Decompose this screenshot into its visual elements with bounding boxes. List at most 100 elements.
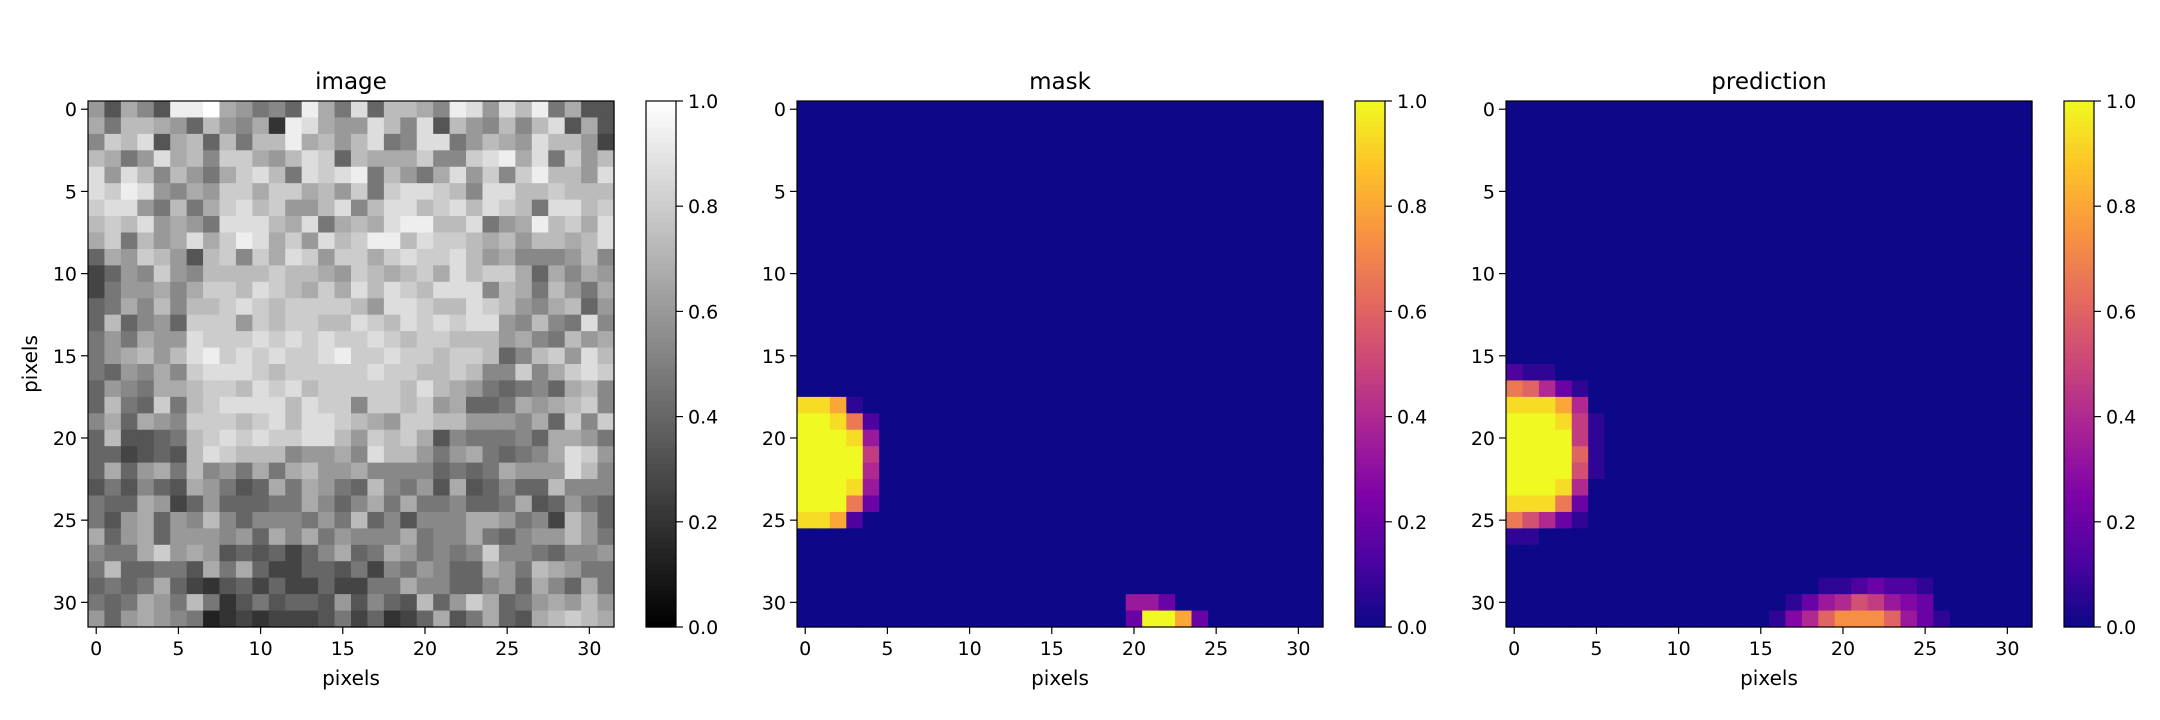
heatmap-cell (1801, 314, 1819, 332)
heatmap-cell (1982, 166, 2000, 184)
colorbar-gradient-segment (1355, 169, 1385, 176)
colorbar-gradient-segment (1355, 258, 1385, 265)
heatmap-cell (1982, 331, 2000, 349)
heatmap-cell (1916, 183, 1934, 201)
heatmap (1506, 101, 2033, 628)
heatmap-cell (1588, 561, 1606, 579)
heatmap-cell (1653, 166, 1671, 184)
heatmap-cell (252, 101, 270, 119)
x-tick-label: 0 (90, 638, 102, 660)
colorbar-gradient-segment (2064, 179, 2094, 186)
plot-frame (87, 100, 615, 628)
heatmap-cell (1158, 232, 1176, 250)
heatmap-cell (564, 594, 582, 612)
colorbar-gradient-segment (1355, 143, 1385, 149)
heatmap-cell (351, 183, 369, 201)
heatmap-cell (466, 446, 484, 464)
heatmap-cell (813, 281, 831, 299)
heatmap-cell (88, 396, 106, 414)
heatmap-cell (318, 248, 336, 266)
colorbar-gradient-segment (2064, 116, 2094, 123)
heatmap-cell (1027, 479, 1045, 497)
heatmap-cell (170, 183, 188, 201)
heatmap-cell (1175, 396, 1193, 414)
heatmap-cell (466, 314, 484, 332)
heatmap-cell (1571, 594, 1589, 612)
heatmap-cell (1191, 199, 1209, 217)
heatmap-cell (1224, 528, 1242, 546)
heatmap-cell (1571, 183, 1589, 201)
heatmap-cell (1571, 380, 1589, 398)
heatmap-cell (1834, 561, 1852, 579)
heatmap-cell (548, 429, 566, 447)
colorbar-gradient-segment (1355, 511, 1385, 518)
heatmap-cell (498, 380, 516, 398)
colorbar-gradient-segment (2064, 558, 2094, 565)
heatmap-cell (1571, 364, 1589, 382)
heatmap-cell (1686, 133, 1704, 151)
heatmap-cell (1752, 248, 1770, 266)
heatmap-cell (203, 594, 221, 612)
heatmap-cell (318, 232, 336, 250)
colorbar-gradient-segment (646, 521, 676, 528)
heatmap-cell (813, 232, 831, 250)
heatmap-cell (1522, 462, 1540, 480)
panel-title: mask (1029, 69, 1091, 95)
heatmap-cell (1834, 429, 1852, 447)
heatmap-cell (318, 331, 336, 349)
heatmap-cell (846, 594, 864, 612)
heatmap-cell (1818, 232, 1836, 250)
heatmap-cell (1240, 544, 1258, 562)
heatmap-cell (383, 216, 401, 234)
heatmap-cell (120, 577, 138, 595)
heatmap-cell (301, 298, 319, 316)
colorbar-gradient-segment (2064, 216, 2094, 223)
heatmap-cell (879, 577, 897, 595)
heatmap-cell (928, 544, 946, 562)
heatmap-cell (1538, 495, 1556, 513)
heatmap-cell (1736, 462, 1754, 480)
heatmap-cell (1933, 594, 1951, 612)
heatmap-cell (829, 199, 847, 217)
heatmap-cell (977, 314, 995, 332)
heatmap-cell (1686, 314, 1704, 332)
heatmap-cell (203, 511, 221, 529)
heatmap-cell (88, 479, 106, 497)
heatmap-cell (895, 561, 913, 579)
heatmap-cell (235, 364, 253, 382)
heatmap-cell (1043, 577, 1061, 595)
heatmap-cell (928, 281, 946, 299)
heatmap-cell (285, 281, 303, 299)
heatmap-cell (862, 331, 880, 349)
heatmap-cell (912, 528, 930, 546)
heatmap-cell (400, 133, 418, 151)
heatmap-cell (994, 561, 1012, 579)
heatmap-cell (813, 364, 831, 382)
heatmap-cell (1257, 117, 1275, 135)
heatmap-cell (1224, 117, 1242, 135)
heatmap-cell (829, 183, 847, 201)
heatmap-cell (1933, 314, 1951, 332)
heatmap-cell (1703, 594, 1721, 612)
heatmap-cell (879, 150, 897, 168)
heatmap-cell (1175, 446, 1193, 464)
heatmap-cell (334, 281, 352, 299)
heatmap-cell (268, 166, 286, 184)
heatmap-cell (219, 544, 237, 562)
heatmap-cell (482, 479, 500, 497)
heatmap-cell (120, 101, 138, 119)
heatmap-cell (1801, 446, 1819, 464)
heatmap-cell (252, 462, 270, 480)
colorbar-gradient-segment (1355, 190, 1385, 197)
heatmap-cell (1010, 117, 1028, 135)
heatmap-cell (1109, 380, 1127, 398)
heatmap-cell (1785, 396, 1803, 414)
heatmap-cell (1801, 248, 1819, 266)
heatmap-cell (449, 594, 467, 612)
heatmap-cell (1818, 380, 1836, 398)
colorbar-gradient-segment (646, 484, 676, 491)
heatmap-cell (829, 265, 847, 283)
colorbar-gradient-segment (646, 364, 676, 370)
heatmap-cell (301, 199, 319, 217)
heatmap-cell (1851, 133, 1869, 151)
